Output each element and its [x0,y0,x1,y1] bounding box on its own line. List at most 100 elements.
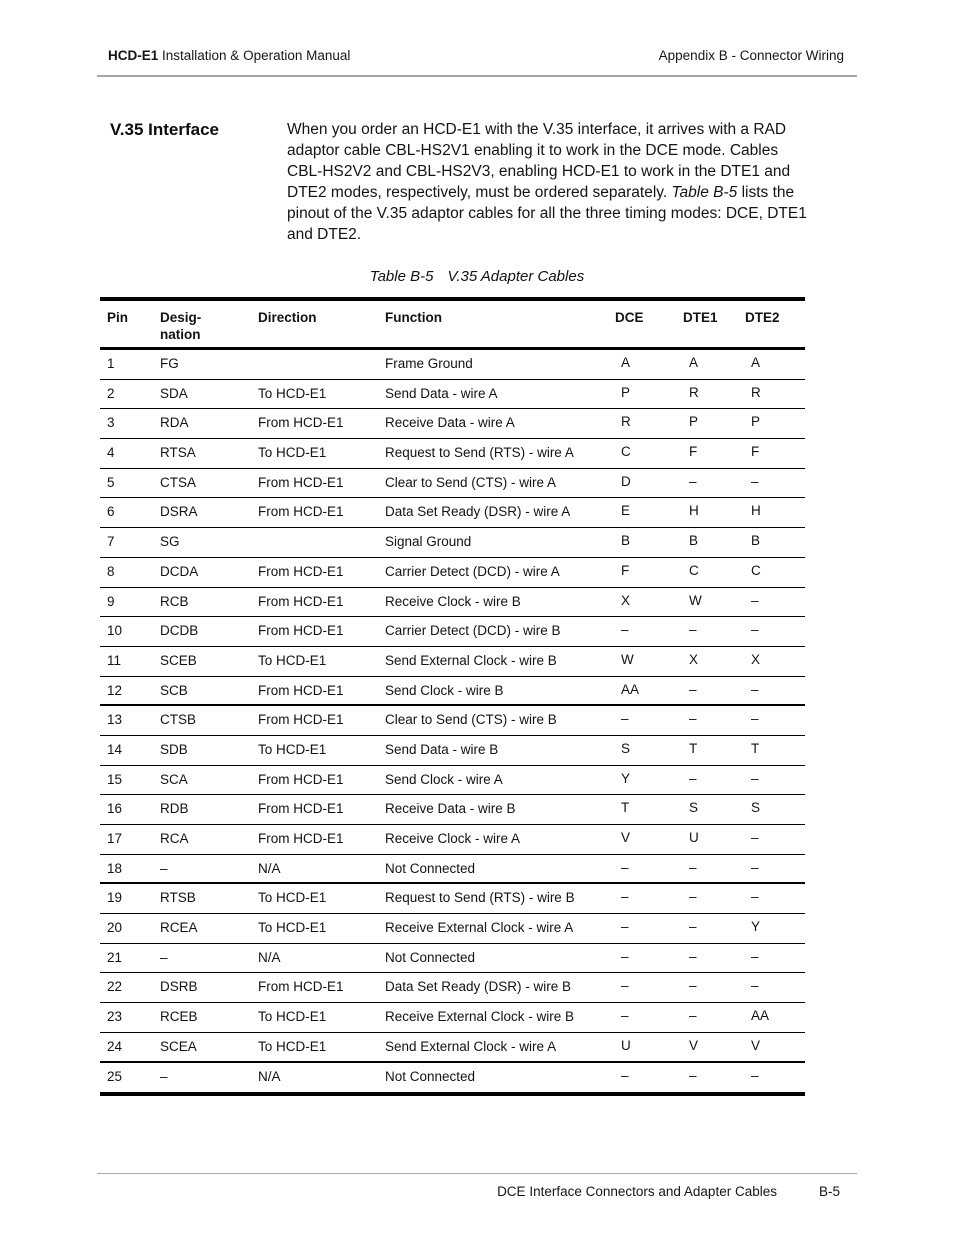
cell-dce: E [621,503,631,519]
paragraph-text: DTE2 modes, respectively, must be ordere… [287,184,672,201]
cell-dce: – [621,622,629,638]
cell-pin: 23 [107,1009,123,1025]
cell-pin: 4 [107,445,115,461]
cell-dte1: T [689,740,698,756]
running-header: HCD-E1 Installation & Operation Manual A… [108,48,844,63]
paragraph-line: pinout of the V.35 adaptor cables for al… [287,203,857,224]
cell-direction: From HCD-E1 [258,623,344,639]
table-row: 23 RCEB To HCD-E1 Receive External Clock - … [100,1003,805,1033]
cell-designation: RDA [160,415,189,431]
paragraph-line: and DTE2. [287,224,857,245]
cell-direction: From HCD-E1 [258,415,344,431]
table-row: 15 SCA From HCD-E1 Send Clock - wire A Y – – [100,766,805,796]
cell-dce: U [621,1037,631,1053]
table-row: 13 CTSB From HCD-E1 Clear to Send (CTS) - w… [100,706,805,736]
cell-designation: RCEB [160,1009,198,1025]
table-caption-title: V.35 Adapter Cables [447,268,585,285]
cell-direction: To HCD-E1 [258,741,327,757]
cell-function: Not Connected [385,860,476,876]
cell-function: Send Clock - wire A [385,771,503,787]
cell-pin: 18 [107,860,123,876]
cell-dte2: C [751,562,761,578]
cell-pin: 1 [107,356,115,371]
cell-dte2: A [751,355,761,370]
paragraph-text: adaptor cable CBL-HS2V1 enabling it to w… [287,142,779,159]
header-rule [97,75,857,77]
col-header-pin: Pin [107,310,129,325]
cell-direction: To HCD-E1 [258,1038,327,1054]
table-row: 18 – N/A Not Connected – – – [100,855,805,885]
cell-dce: – [621,711,629,727]
cell-dte1: – [689,681,697,697]
cell-dte2: B [751,533,761,549]
section-paragraph: When you order an HCD-E1 with the V.35 i… [287,119,857,245]
cell-dce: A [621,355,631,370]
cell-pin: 11 [107,652,122,668]
page-number: B-5 [818,1184,840,1199]
cell-dte2: – [751,830,759,845]
cell-dce: D [621,473,631,489]
cell-function: Send External Clock - wire A [385,1038,557,1054]
cell-dte1: H [689,503,699,519]
cell-dte2: F [751,444,760,460]
cell-designation: DCDB [160,623,199,639]
col-header-function: Function [385,310,442,325]
cell-pin: 21 [107,949,123,965]
cell-dte2: – [751,592,759,608]
cell-designation: SDA [160,385,188,401]
cell-dce: B [621,533,631,549]
cell-dte2: – [751,622,759,638]
cell-dte1: – [689,770,697,786]
cell-function: Signal Ground [385,534,472,550]
footer-rule [97,1173,857,1174]
cell-dce: X [621,592,631,608]
cell-dte1: P [689,414,699,430]
cell-function: Request to Send (RTS) - wire A [385,445,574,461]
cell-designation: RCEA [160,920,198,936]
cell-function: Data Set Ready (DSR) - wire B [385,979,572,995]
cell-pin: 24 [107,1038,123,1054]
cell-pin: 12 [107,682,123,698]
cell-function: Clear to Send (CTS) - wire B [385,712,557,728]
table-row: 22 DSRB From HCD-E1 Data Set Ready (DSR) - … [100,973,805,1004]
table-row: 20 RCEA To HCD-E1 Receive External Clock - … [100,914,805,944]
paragraph-text: CBL-HS2V2 and CBL-HS2V3, enabling HCD-E1… [287,163,791,180]
cell-dce: – [621,948,629,964]
col-header-designation: Desig- nation [160,310,202,342]
cell-dte2: – [751,711,759,727]
cell-function: Data Set Ready (DSR) - wire A [385,504,571,520]
cell-function: Send Data - wire A [385,385,498,401]
cell-dce: AA [621,681,640,697]
cell-function: Carrier Detect (DCD) - wire B [385,623,561,639]
cell-dte2: X [751,651,761,667]
cell-direction: N/A [258,860,281,876]
cell-direction: To HCD-E1 [258,890,327,906]
table-row: 3 RDA From HCD-E1 Receive Data - wire A R P P [100,409,805,440]
cell-direction: From HCD-E1 [258,474,344,490]
cell-designation: RTSA [160,445,196,461]
cell-function: Carrier Detect (DCD) - wire A [385,563,560,579]
cell-dte2: AA [751,1008,770,1024]
cell-pin: 6 [107,504,115,520]
table-row: 24 SCEA To HCD-E1 Send External Clock - wir… [100,1033,805,1063]
table-row: 21 – N/A Not Connected – – – [100,944,805,974]
cell-function: Frame Ground [385,356,473,371]
cell-dte1: – [689,1067,697,1083]
cell-dte1: B [689,533,699,549]
cell-direction: From HCD-E1 [258,504,344,520]
cell-designation: – [160,949,168,965]
cell-direction: From HCD-E1 [258,979,344,995]
table-reference: Table B-5 [671,184,738,201]
cell-pin: 19 [107,890,123,906]
cell-dte2: T [751,740,760,756]
cell-designation: RCB [160,593,189,609]
cell-pin: 16 [107,801,123,817]
table-row: 12 SCB From HCD-E1 Send Clock - wire B AA – – [100,677,805,707]
cell-designation: SCB [160,682,188,698]
col-header-dte2: DTE2 [745,310,780,325]
paragraph-text: and DTE2. [287,226,362,243]
cell-designation: – [160,860,168,876]
cell-dce: F [621,562,630,578]
cell-function: Send Data - wire B [385,741,499,757]
